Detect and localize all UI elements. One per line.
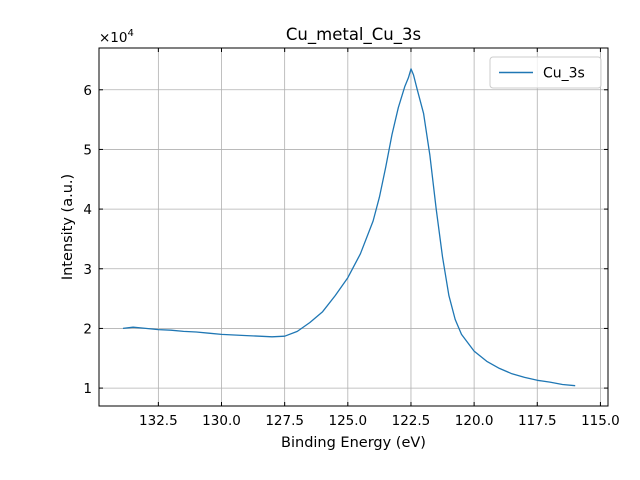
x-tick-label: 120.0 [455,413,494,429]
ticks: 132.5 130.0 127.5 125.0 122.5 120.0 117.5 115.0… [83,48,620,429]
x-tick-label: 127.5 [265,413,304,429]
series-layer [122,68,576,387]
chart-title: Cu_metal_Cu_3s [286,25,421,45]
y-tick-label: 4 [83,202,92,218]
x-tick-label: 122.5 [392,413,431,429]
y-tick-label: 6 [83,83,92,99]
legend: Cu_3s [489,56,602,89]
y-axis-offset-label: ×104 [99,28,134,46]
x-tick-label: 117.5 [518,413,557,429]
y-tick-label: 1 [83,381,92,397]
y-axis-label: Intensity (a.u.) [60,174,76,280]
y-offset-base: ×10 [99,30,128,46]
legend-entry-label: Cu_3s [543,66,585,82]
x-axis-label: Binding Energy (eV) [281,435,426,451]
x-tick-label: 130.0 [202,413,241,429]
legend-box [489,56,602,89]
x-tick-label: 115.0 [581,413,620,429]
grid [99,48,608,406]
series-line-cu-3s [122,68,576,387]
x-tick-label: 132.5 [139,413,178,429]
plot-area-frame [98,47,609,407]
y-tick-label: 2 [83,321,92,337]
y-tick-label: 5 [83,142,92,158]
y-tick-label: 3 [83,262,92,278]
x-tick-label: 125.0 [328,413,367,429]
y-offset-exponent: 4 [128,28,134,39]
